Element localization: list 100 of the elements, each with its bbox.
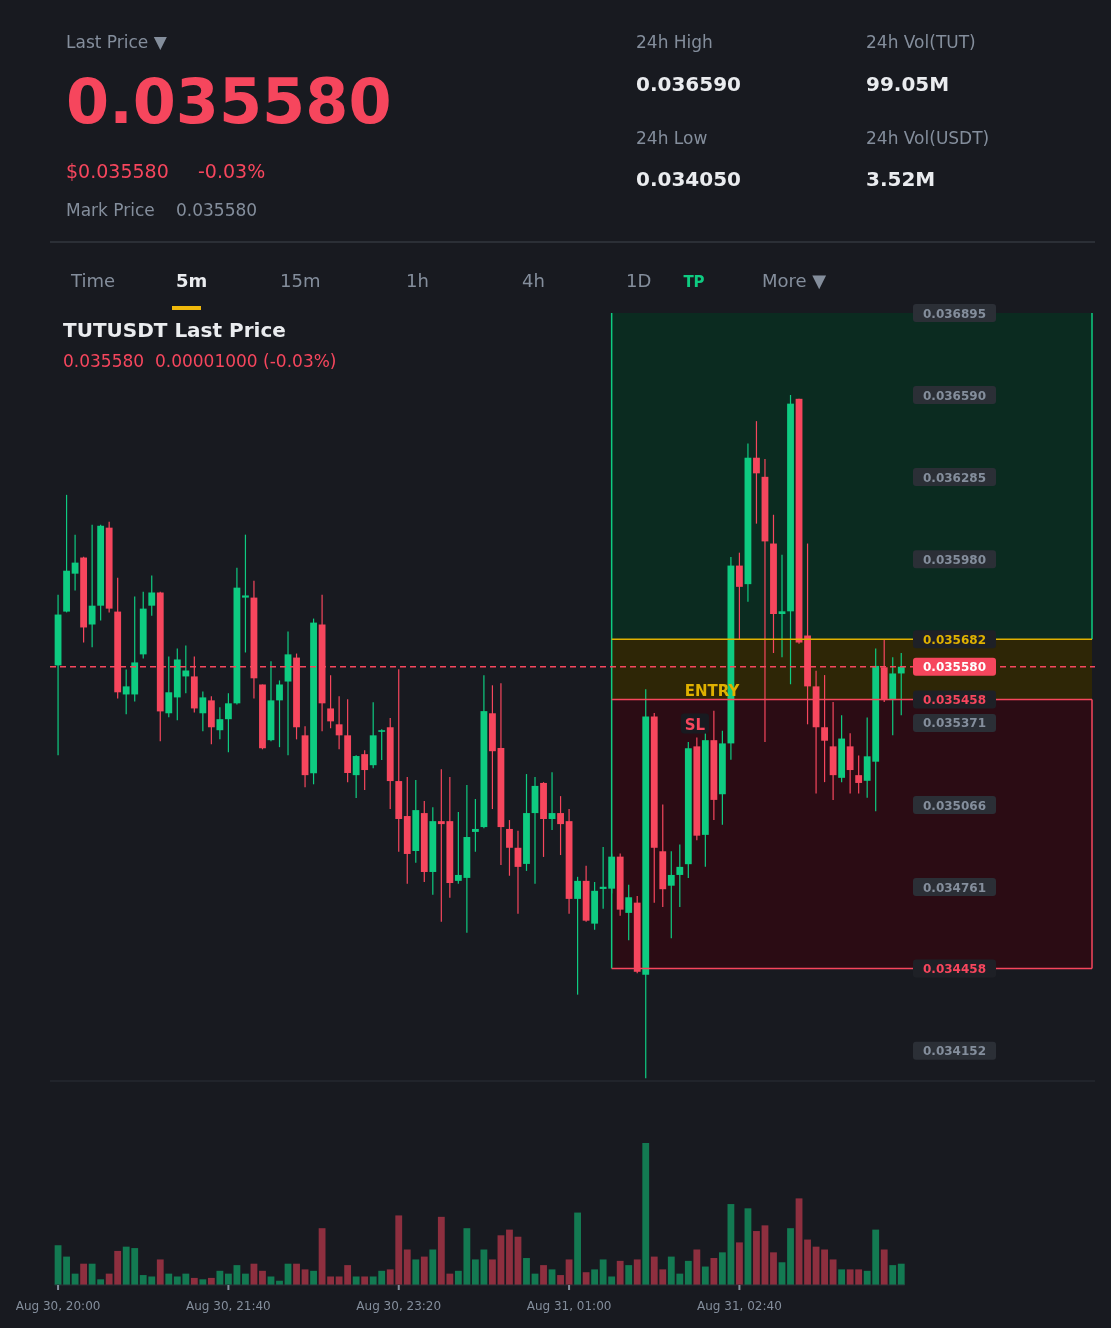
bar [224,1273,232,1285]
bar [489,1259,496,1285]
bar [591,1269,599,1285]
text: $0.035580 [66,160,169,182]
text: 1h [406,270,429,291]
text: 0.035580 [176,200,258,220]
ref-line-label: 0.034458 [922,962,987,977]
candlestick [667,850,675,939]
bar [838,1269,846,1285]
bar [642,1143,650,1285]
bar [693,1249,701,1285]
candlestick [327,674,335,729]
text: 24h High [636,32,713,52]
band-label: SL [684,715,706,734]
text: 4h [522,270,545,291]
candlestick [778,554,786,658]
text: 5m [176,270,208,291]
bar [420,1256,428,1285]
bar [821,1249,828,1285]
bar [259,1270,266,1285]
ref-line-label: 0.035580 [922,660,987,675]
candlestick [224,692,232,753]
text: 15m [280,270,321,291]
bar [710,1258,718,1285]
candlestick [574,876,581,996]
ref-line-label: 0.035682 [922,632,987,647]
bar [293,1263,300,1285]
bar [506,1229,513,1285]
candlestick [276,679,283,748]
bar [897,1263,905,1285]
candlestick [676,843,684,908]
bar [156,1259,164,1285]
y-tick-label: 0.035066 [922,798,987,813]
bar [701,1266,709,1285]
bar [829,1259,837,1285]
band-label: TP [683,273,705,291]
bar [361,1276,369,1285]
bar [889,1265,897,1285]
text: 0.035580 0.00001000 (-0.03%) [63,351,337,371]
candlestick [165,655,173,718]
bar [242,1273,249,1285]
candlestick [897,652,905,716]
candlestick [846,732,854,795]
candlestick [361,749,369,791]
bar [216,1270,224,1285]
bar [327,1276,335,1285]
y-tick-label: 0.035371 [922,716,987,731]
bar [403,1249,411,1285]
text: 99.05M [866,72,950,96]
text: Time [70,270,116,291]
text: 0.036590 [636,72,742,96]
candlestick [242,534,249,654]
y-tick-label: 0.036590 [922,388,987,403]
candlestick [199,690,207,732]
bar [736,1242,743,1285]
ref-line-label: 0.035458 [922,693,987,708]
bar [753,1231,760,1285]
y-tick-label: 0.036895 [922,306,987,321]
candlestick [753,420,760,525]
candlestick [335,695,343,750]
x-tick-label: Aug 30, 21:40 [186,1299,271,1313]
bar [63,1256,70,1285]
bar [574,1212,581,1285]
text: 0.034050 [636,167,742,191]
bar [412,1259,420,1285]
bar [880,1249,888,1285]
text: 1D [626,270,652,291]
text: -0.03% [198,160,266,182]
bar [582,1272,590,1285]
bar [787,1228,794,1285]
x-tick-label: Aug 31, 02:40 [697,1299,782,1313]
bar [80,1263,88,1285]
x-tick-label: Aug 30, 20:00 [15,1299,101,1313]
candlestick [736,552,743,641]
candlestick [471,798,479,853]
bar [625,1265,633,1285]
text: 24h Vol(USDT) [866,128,990,148]
text: 0.035580 [66,65,392,138]
bar [684,1260,692,1285]
x-tick-label: Aug 31, 01:00 [526,1299,612,1313]
candlestick [855,754,863,795]
text: 24h Vol(TUT) [866,32,976,52]
y-tick-label: 0.035980 [922,552,987,567]
text: Last Price ▼ [66,32,168,52]
candlestick [352,754,360,799]
bar [804,1239,811,1285]
candlestick [88,524,96,648]
candlestick [557,795,564,856]
candlestick [506,819,513,877]
bar [523,1258,530,1285]
bar [199,1279,207,1285]
y-tick-label: 0.034152 [922,1044,987,1059]
chart-title: TUTUSDT Last Price [63,318,286,342]
text: 3.52M [866,167,936,191]
bar [557,1275,564,1285]
y-tick-label: 0.036285 [922,470,987,485]
text: Mark Price [66,200,155,220]
candlestick [625,884,633,941]
candlestick [378,728,386,761]
bar [429,1249,437,1285]
